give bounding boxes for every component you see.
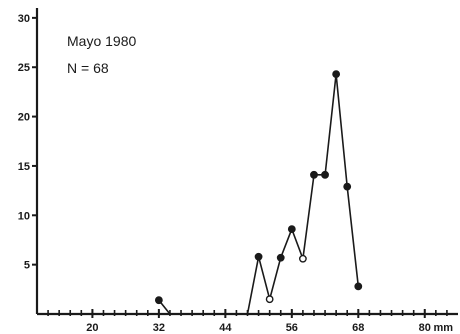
y-tick-label: 25 bbox=[18, 62, 30, 74]
y-tick-label: 30 bbox=[18, 13, 30, 25]
x-tick-label: 20 bbox=[86, 322, 98, 334]
data-point bbox=[354, 282, 363, 291]
x-tick-label: 68 bbox=[352, 322, 364, 334]
data-point bbox=[276, 253, 285, 262]
chart-ticks: 5 10 15 20 25 30 20 32 44 56 68 80 mm bbox=[18, 13, 453, 334]
data-point bbox=[254, 252, 263, 261]
data-point bbox=[332, 70, 341, 79]
chart-axes bbox=[35, 8, 458, 316]
data-point bbox=[265, 295, 274, 304]
x-unit-label: mm bbox=[433, 322, 453, 334]
data-point bbox=[321, 170, 329, 179]
data-point bbox=[287, 225, 296, 234]
x-tick-label: 44 bbox=[219, 322, 232, 334]
data-point bbox=[154, 296, 163, 305]
chart-markers bbox=[154, 70, 363, 305]
series-line bbox=[246, 73, 360, 315]
x-tick-label: 32 bbox=[153, 322, 165, 334]
data-point bbox=[298, 254, 307, 263]
y-tick-label: 5 bbox=[24, 260, 30, 272]
chart-series bbox=[158, 73, 360, 315]
data-point bbox=[310, 170, 318, 179]
chart-annotation-date: Mayo 1980 bbox=[67, 33, 136, 49]
y-tick-label: 10 bbox=[18, 210, 30, 222]
x-tick-label: 56 bbox=[286, 322, 298, 334]
y-tick-label: 20 bbox=[18, 112, 30, 124]
y-tick-label: 15 bbox=[18, 161, 30, 173]
data-point bbox=[343, 182, 352, 191]
chart-annotation-sample-size: N = 68 bbox=[67, 60, 109, 76]
x-tick-label: 80 bbox=[419, 322, 431, 334]
